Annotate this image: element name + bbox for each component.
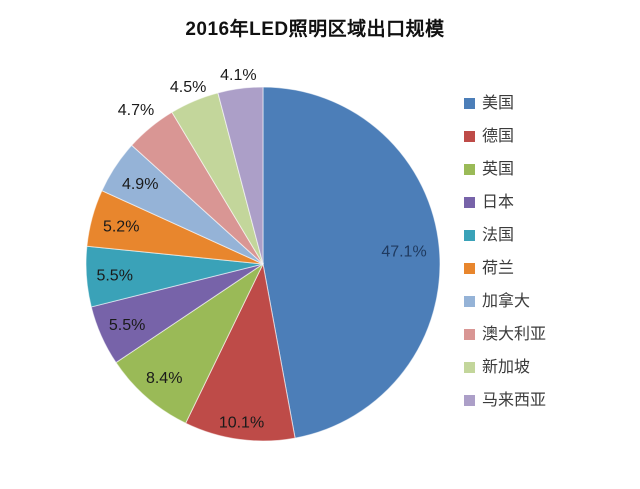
legend-label: 美国 — [482, 94, 515, 112]
legend-label: 英国 — [482, 160, 515, 178]
legend-item-8: 澳大利亚 — [464, 318, 546, 351]
legend-item-2: 德国 — [464, 120, 546, 153]
slice-label-5: 5.5% — [96, 267, 132, 284]
pie-slice-1 — [262, 86, 441, 439]
legend-item-4: 日本 — [464, 186, 546, 219]
legend-item-3: 英国 — [464, 153, 546, 186]
slice-label-7: 4.9% — [122, 176, 158, 193]
legend-swatch — [464, 362, 475, 373]
legend-swatch — [464, 263, 475, 274]
slice-label-8: 4.7% — [118, 102, 154, 119]
legend-swatch — [464, 197, 475, 208]
legend-swatch — [464, 395, 475, 406]
pie-slice-10 — [217, 86, 264, 265]
legend-label: 马来西亚 — [482, 391, 547, 409]
legend-item-1: 美国 — [464, 87, 546, 120]
legend-label: 加拿大 — [482, 292, 531, 310]
legend-label: 日本 — [482, 193, 515, 211]
slice-label-1: 47.1% — [381, 244, 426, 261]
legend-swatch — [464, 230, 475, 241]
slice-label-10: 4.1% — [220, 67, 256, 84]
legend-label: 澳大利亚 — [482, 325, 547, 343]
slice-label-3: 8.4% — [146, 370, 182, 387]
legend-item-9: 新加坡 — [464, 351, 546, 384]
legend-item-5: 法国 — [464, 219, 546, 252]
legend-swatch — [464, 131, 475, 142]
legend-swatch — [464, 329, 475, 340]
slice-label-9: 4.5% — [170, 79, 206, 96]
legend-label: 德国 — [482, 127, 515, 145]
chart-legend: 美国德国英国日本法国荷兰加拿大澳大利亚新加坡马来西亚 — [464, 87, 546, 417]
legend-item-6: 荷兰 — [464, 252, 546, 285]
legend-label: 法国 — [482, 226, 515, 244]
legend-item-7: 加拿大 — [464, 285, 546, 318]
legend-swatch — [464, 296, 475, 307]
legend-item-10: 马来西亚 — [464, 384, 546, 417]
pie-slice-3 — [115, 262, 265, 424]
chart-title: 2016年LED照明区域出口规模 — [185, 19, 445, 40]
legend-label: 荷兰 — [482, 259, 515, 277]
legend-swatch — [464, 98, 475, 109]
legend-swatch — [464, 164, 475, 175]
slice-label-6: 5.2% — [103, 218, 139, 235]
pie-slice-2 — [184, 262, 296, 442]
legend-label: 新加坡 — [482, 358, 531, 376]
slice-label-2: 10.1% — [219, 414, 264, 431]
slice-label-4: 5.5% — [109, 317, 145, 334]
